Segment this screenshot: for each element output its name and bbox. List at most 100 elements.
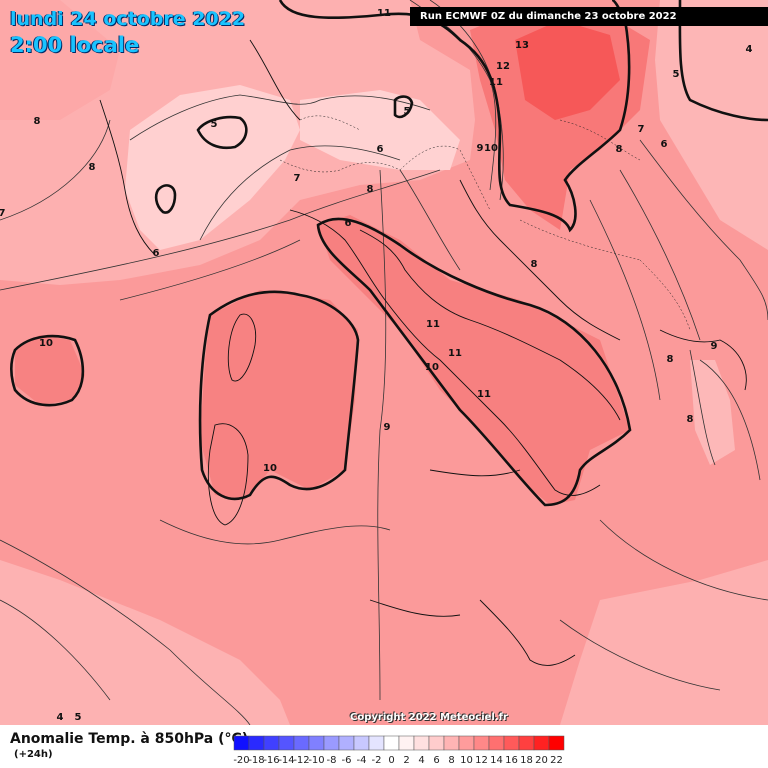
scale-tick-label: 12: [475, 755, 488, 765]
label-5-france: 5: [211, 119, 218, 130]
contour-france-6: [154, 184, 177, 214]
contour-west-10: [9, 334, 85, 407]
scale-tick-label: 6: [433, 755, 439, 765]
label-9-tyrrhenian: 9: [384, 422, 391, 433]
scale-tick-label: -8: [327, 755, 337, 765]
label-6-alps: 6: [377, 144, 384, 155]
scale-swatch: [548, 735, 565, 751]
label-11-north: 11: [489, 77, 503, 88]
scale-tick-label: -20: [233, 755, 249, 765]
cool-zone-alps: [300, 90, 460, 170]
scale-swatch: [323, 735, 340, 751]
scale-swatch: [488, 735, 505, 751]
scale-swatch: [383, 735, 400, 751]
label-10-sardinia: 10: [263, 463, 277, 474]
scale-swatch: [248, 735, 265, 751]
cool-zone-south: [0, 560, 290, 725]
label-8-greece: 8: [667, 354, 674, 365]
cool-zone-northwest: [0, 0, 120, 120]
label-4-northeast: 4: [746, 44, 753, 55]
cool-zone-greece: [690, 360, 735, 465]
scale-swatch: [368, 735, 385, 751]
borders: [279, 115, 691, 331]
scale-tick-label: 20: [535, 755, 548, 765]
label-8-greece-s: 8: [687, 414, 694, 425]
scale-tick-label: -12: [293, 755, 309, 765]
scale-tick-label: -4: [357, 755, 367, 765]
scale-tick-label: 22: [550, 755, 563, 765]
scale-swatch: [518, 735, 535, 751]
label-10-west: 10: [39, 338, 53, 349]
label-6-france: 6: [153, 248, 160, 259]
label-7-alps: 7: [294, 173, 301, 184]
scale-tick-label: 16: [505, 755, 518, 765]
scale-swatch: [293, 735, 310, 751]
label-10-italy: 10: [425, 362, 439, 373]
color-scale: -20-18-16-14-12-10 -8 -6 -4 -2 0 2 4 6 8 10 12 14 16 1…: [233, 735, 565, 765]
scale-swatch: [503, 735, 520, 751]
coastlines: [99, 39, 747, 666]
scale-swatch: [263, 735, 280, 751]
scale-tick-label: 4: [418, 755, 424, 765]
scale-tick-label: 18: [520, 755, 533, 765]
label-5-alps: 5: [404, 106, 411, 117]
contour-france-5: [196, 115, 248, 150]
scale-tick-label: 0: [388, 755, 394, 765]
scale-tick-label: 2: [403, 755, 409, 765]
scale-tick-label: 10: [460, 755, 473, 765]
anomaly-map: 11 13 12 11 10 9 8 8 7 6 6 5 5 8 8 7 6 6…: [0, 0, 768, 725]
scale-tick-label: 14: [490, 755, 503, 765]
label-7-west: 7: [0, 208, 6, 219]
label-5-southwest: 5: [75, 712, 82, 723]
label-11-italy-c: 11: [477, 389, 491, 400]
warm-zone-italy: [318, 215, 630, 505]
label-11-italy-a: 11: [426, 319, 440, 330]
label-9-north: 9: [477, 143, 484, 154]
scale-tick-label: -16: [263, 755, 279, 765]
contour-alps-5: [393, 95, 414, 119]
forecast-date: lundi 24 octobre 2022: [10, 8, 246, 30]
scale-tick-label: -10: [308, 755, 324, 765]
label-9-greece: 9: [711, 341, 718, 352]
contour-east-5: [678, 0, 768, 122]
label-10-north: 10: [484, 143, 498, 154]
label-8-east: 8: [616, 144, 623, 155]
scale-swatch: [308, 735, 325, 751]
label-5-northeast: 5: [673, 69, 680, 80]
copyright-notice: Copyright 2022 Meteociel.fr: [350, 712, 508, 723]
scale-tick-label: 8: [448, 755, 454, 765]
warm-zone-west: [15, 335, 85, 405]
scale-swatch: [398, 735, 415, 751]
contour-italy-11: [316, 217, 632, 507]
label-8-adriatic: 8: [531, 259, 538, 270]
label-6-east: 6: [661, 139, 668, 150]
forecast-range: (+24h): [14, 749, 53, 760]
label-7-east: 7: [638, 124, 645, 135]
scale-swatch: [473, 735, 490, 751]
label-13: 13: [515, 40, 529, 51]
scale-tick-label: -6: [342, 755, 352, 765]
forecast-time: 2:00 locale: [10, 33, 140, 57]
scale-swatch: [338, 735, 355, 751]
label-12: 12: [496, 61, 510, 72]
scale-swatch: [278, 735, 295, 751]
label-4-southwest: 4: [57, 712, 64, 723]
label-11-italy-b: 11: [448, 348, 462, 359]
scale-swatch: [533, 735, 550, 751]
label-11-top: 11: [377, 8, 391, 19]
hot-zone-poland: [515, 20, 620, 120]
contour-labels: 11 13 12 11 10 9 8 8 7 6 6 5 5 8 8 7 6 6…: [0, 8, 753, 723]
scale-tick-label: -18: [248, 755, 264, 765]
label-8-italy: 8: [367, 184, 374, 195]
parameter-title: Anomalie Temp. à 850hPa (°C): [10, 731, 249, 747]
contour-sardinia-10: [198, 290, 360, 501]
label-8-west: 8: [34, 116, 41, 127]
cool-zone-southeast: [560, 560, 768, 725]
warm-zone-sardinia: [200, 290, 358, 500]
scale-swatch: [443, 735, 460, 751]
model-run-banner: Run ECMWF 0Z du dimanche 23 octobre 2022: [410, 7, 768, 26]
scale-swatch: [458, 735, 475, 751]
scale-swatch: [353, 735, 370, 751]
scale-swatch: [413, 735, 430, 751]
cool-zone-east: [655, 0, 768, 250]
